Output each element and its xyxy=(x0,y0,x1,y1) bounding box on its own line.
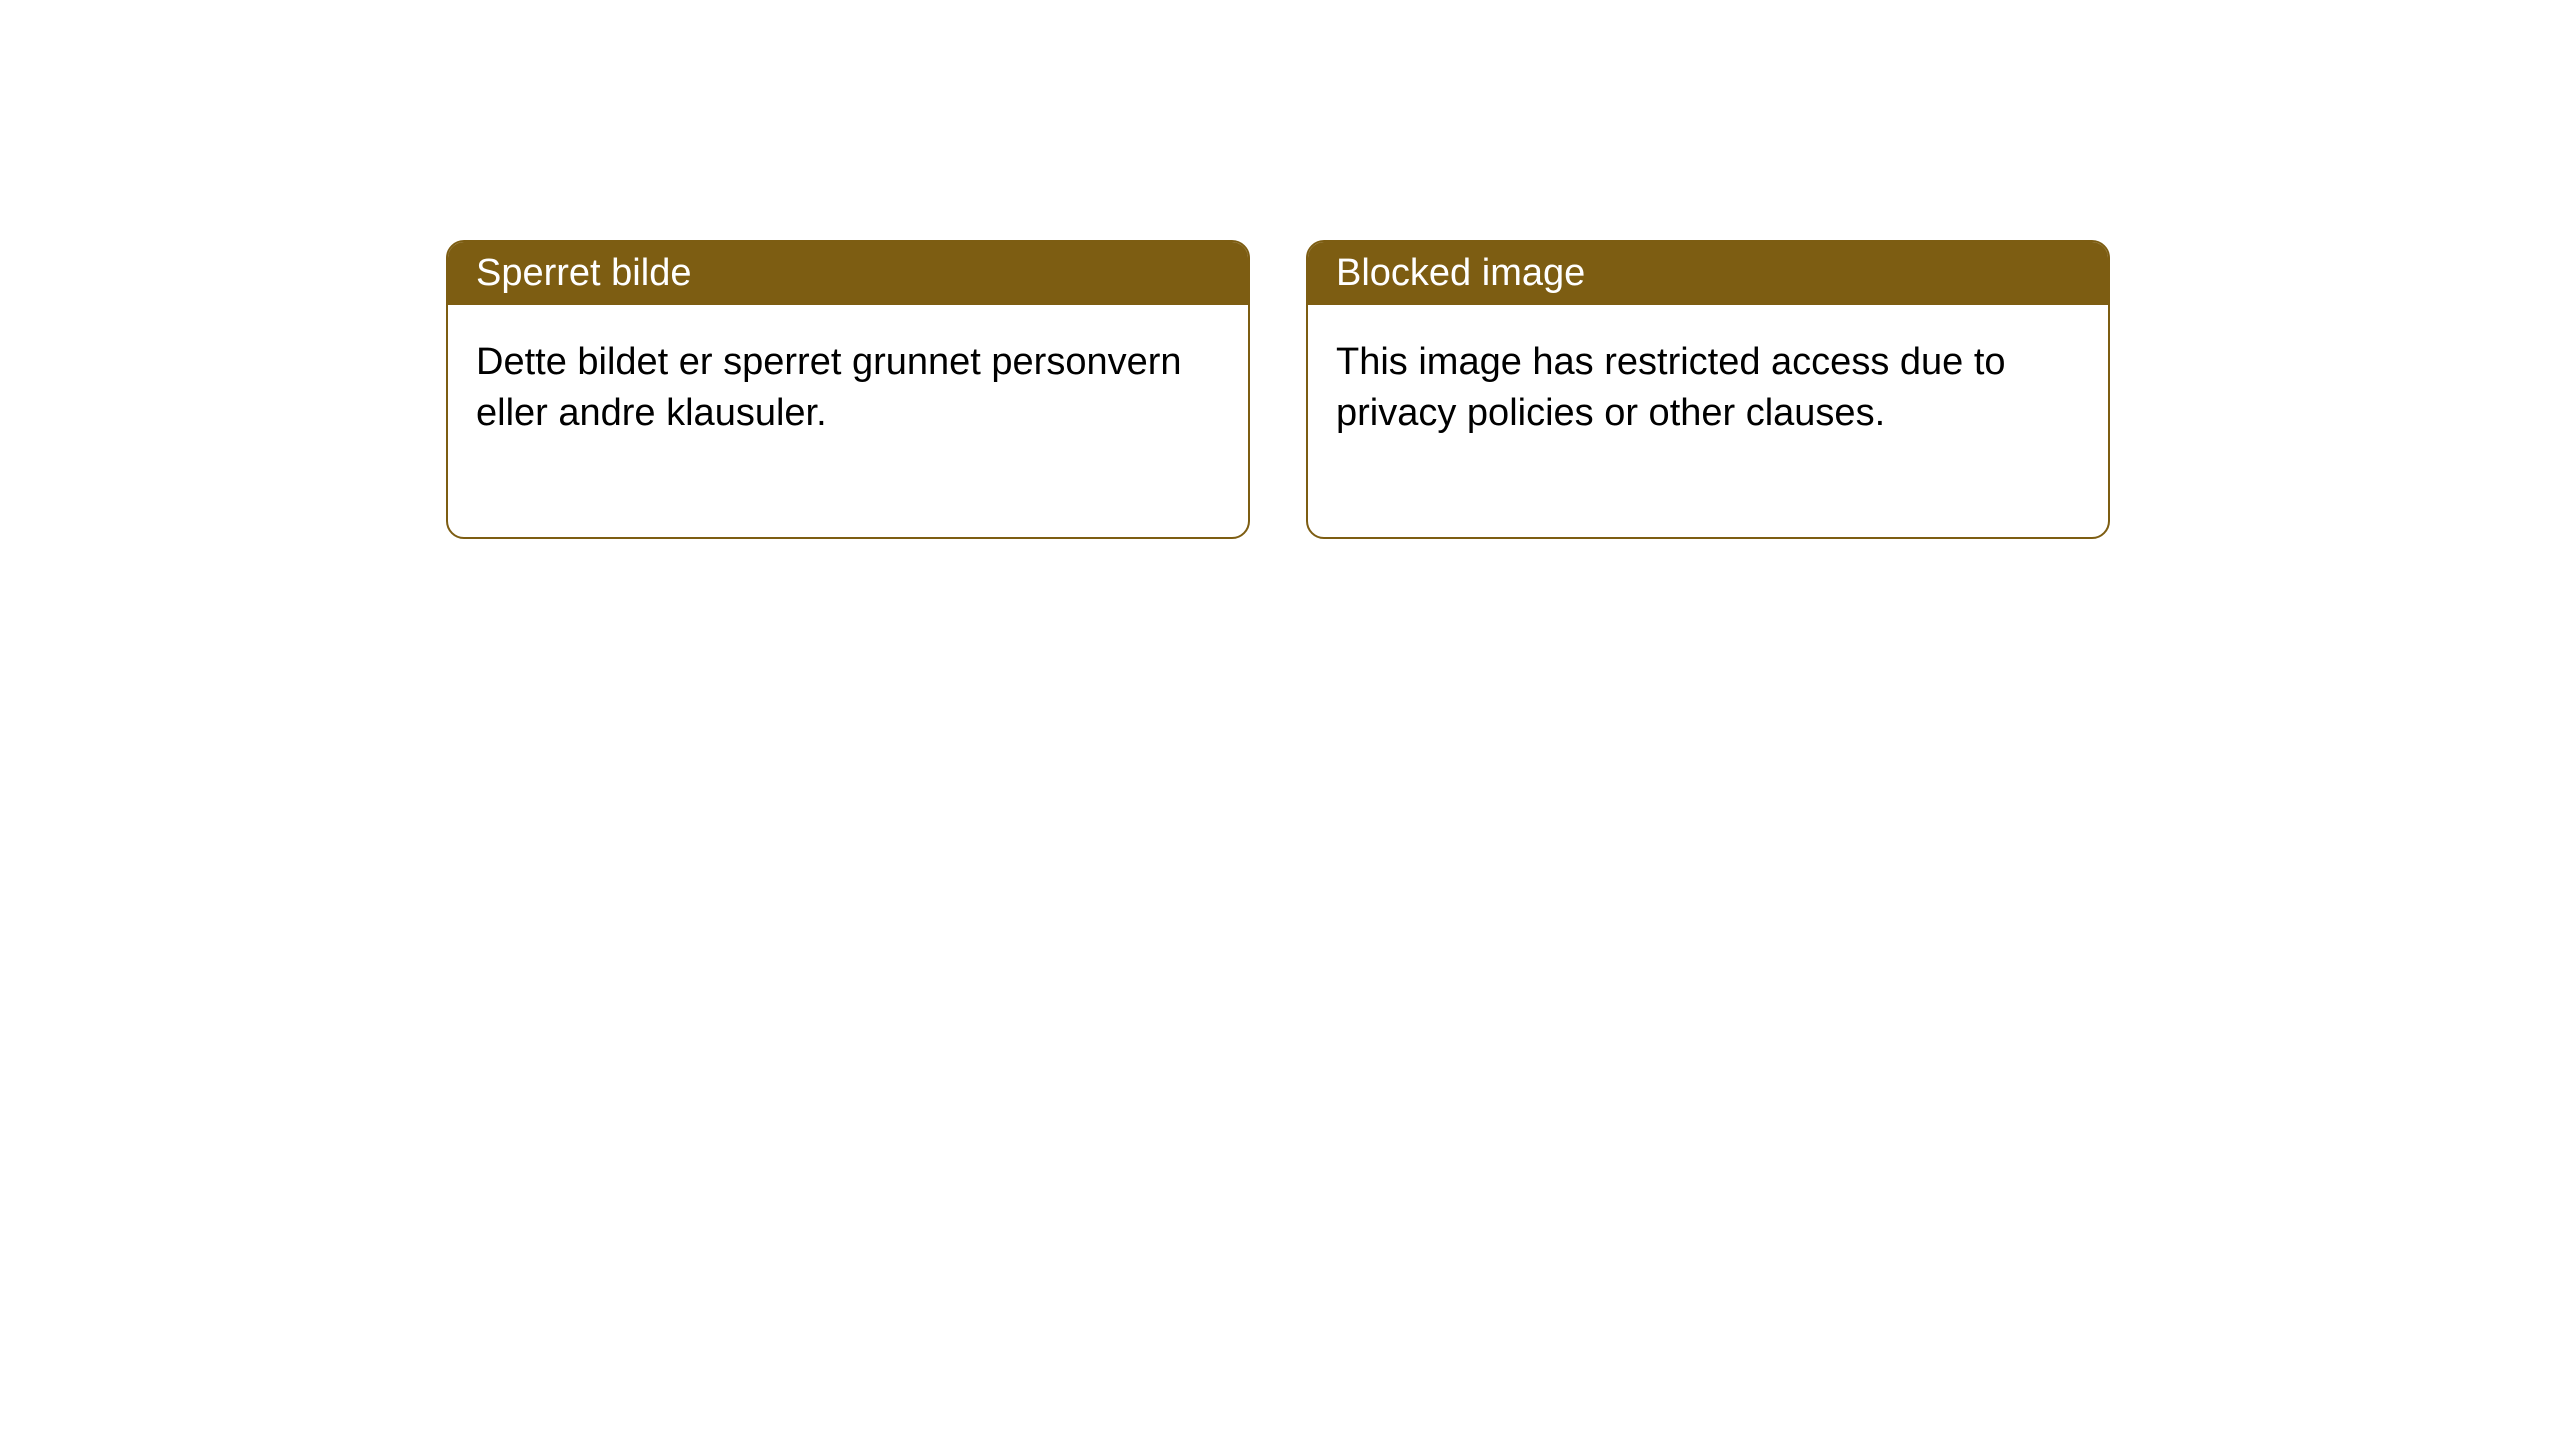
notice-cards-container: Sperret bilde Dette bildet er sperret gr… xyxy=(446,240,2110,539)
notice-card-norwegian: Sperret bilde Dette bildet er sperret gr… xyxy=(446,240,1250,539)
card-body: Dette bildet er sperret grunnet personve… xyxy=(448,305,1248,537)
card-title: Sperret bilde xyxy=(448,242,1248,305)
notice-card-english: Blocked image This image has restricted … xyxy=(1306,240,2110,539)
card-body: This image has restricted access due to … xyxy=(1308,305,2108,537)
card-title: Blocked image xyxy=(1308,242,2108,305)
